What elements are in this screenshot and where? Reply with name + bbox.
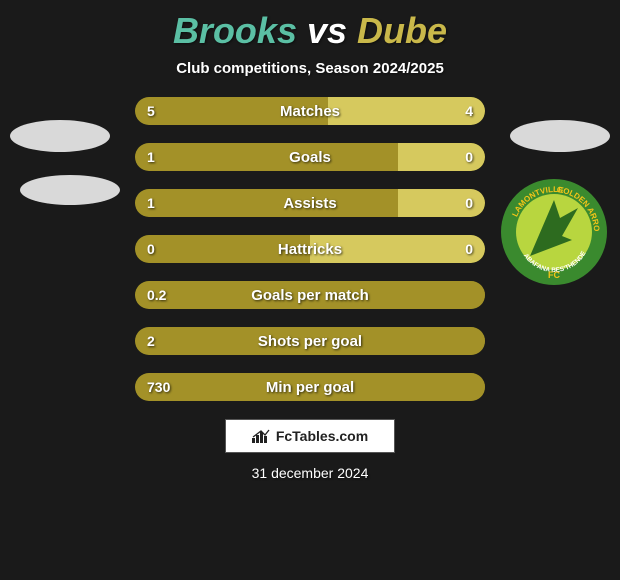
stat-value-right: 0 <box>465 143 473 171</box>
stat-row: 1Assists0 <box>135 189 485 217</box>
stat-row: 5Matches4 <box>135 97 485 125</box>
stat-row: 730Min per goal <box>135 373 485 401</box>
stat-row: 0Hattricks0 <box>135 235 485 263</box>
stat-value-right: 0 <box>465 189 473 217</box>
fctables-logo: FcTables.com <box>225 419 395 453</box>
player2-placeholder-top <box>510 120 610 152</box>
comparison-title: Brooks vs Dube <box>0 0 620 52</box>
player1-placeholder-top <box>10 120 110 152</box>
stat-label: Goals <box>135 143 485 171</box>
stat-label: Min per goal <box>135 373 485 401</box>
date-text: 31 december 2024 <box>0 465 620 481</box>
chart-icon <box>252 429 270 443</box>
badge-fc: FC <box>548 270 560 280</box>
stat-label: Matches <box>135 97 485 125</box>
player2-name: Dube <box>357 10 447 51</box>
stat-value-right: 0 <box>465 235 473 263</box>
stat-label: Hattricks <box>135 235 485 263</box>
club-badge: LAMONTVILLE GOLDEN ARROWS ABAFANA BES'TH… <box>500 178 608 286</box>
stat-label: Goals per match <box>135 281 485 309</box>
stat-label: Shots per goal <box>135 327 485 355</box>
stat-value-right: 4 <box>465 97 473 125</box>
player1-name: Brooks <box>173 10 297 51</box>
player1-placeholder-bottom <box>20 175 120 205</box>
vs-text: vs <box>307 10 347 51</box>
stat-row: 2Shots per goal <box>135 327 485 355</box>
fctables-text: FcTables.com <box>276 428 368 444</box>
subtitle: Club competitions, Season 2024/2025 <box>0 60 620 77</box>
stat-label: Assists <box>135 189 485 217</box>
stats-bars: 5Matches41Goals01Assists00Hattricks00.2G… <box>135 97 485 401</box>
stat-row: 1Goals0 <box>135 143 485 171</box>
stat-row: 0.2Goals per match <box>135 281 485 309</box>
